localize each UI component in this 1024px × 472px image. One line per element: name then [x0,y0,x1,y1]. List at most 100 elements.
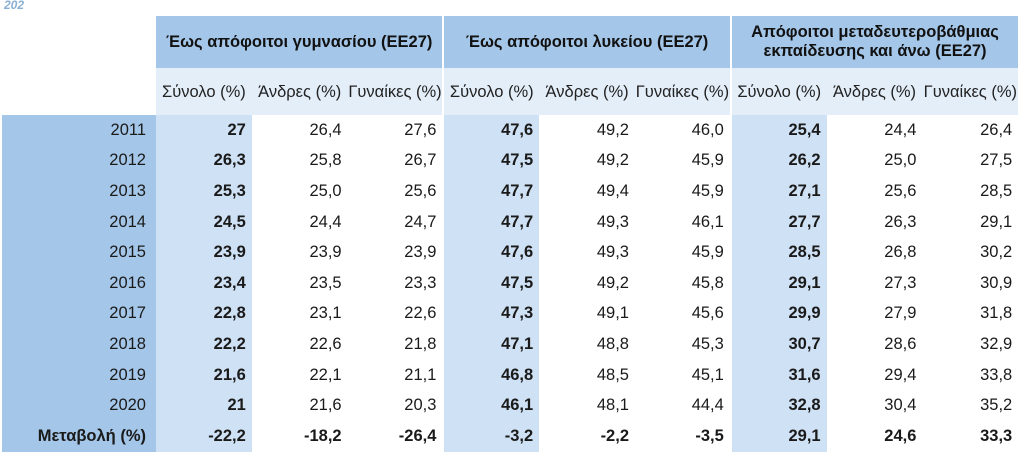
cell-value: 26,4 [922,115,1019,146]
caption-fragment: 202 [4,0,25,12]
cell-value: -3,5 [635,420,731,452]
sub-header-total: Σύνολο (%) [156,68,252,115]
cell-value: 27,9 [826,298,923,330]
row-label: 2020 [2,390,156,421]
row-label: 2016 [2,267,156,299]
cell-value: 25,8 [251,145,348,177]
group-header-row: Έως απόφοιτοι γυμνασίου (ΕΕ27) Έως απόφο… [2,16,1019,68]
cell-value: 23,9 [347,237,444,268]
table-row: 2016 23,4 23,5 23,3 47,5 49,2 45,8 29,1 27,3 30,9 [2,267,1019,299]
cell-value: 26,3 [156,145,252,177]
sub-header-women: Γυναίκες (%) [922,68,1019,115]
cell-value: 45,3 [635,329,731,360]
cell-value: 44,4 [635,390,731,421]
sub-header-women: Γυναίκες (%) [347,68,444,115]
cell-value: 47,5 [442,145,540,177]
group-header-lower-secondary: Έως απόφοιτοι γυμνασίου (ΕΕ27) [156,16,444,68]
cell-value: 30,9 [922,267,1019,299]
cell-value: 47,6 [442,237,540,268]
cell-value: 28,6 [826,329,923,360]
sub-header-total: Σύνολο (%) [729,68,827,115]
cell-value: 49,2 [539,267,635,299]
cell-value: 29,4 [826,359,923,391]
cell-value: 23,4 [156,267,252,299]
cell-value: 33,3 [922,420,1019,452]
cell-value: 20,3 [347,390,444,421]
cell-value: 25,3 [156,176,252,207]
cell-value: 31,8 [922,298,1019,330]
corner-cell [2,16,156,68]
cell-value: 32,9 [922,329,1019,360]
cell-value: 23,3 [347,267,444,299]
cell-value: 45,1 [635,359,731,391]
cell-value: 45,6 [635,298,731,330]
cell-value: 22,1 [251,359,348,391]
row-label: Μεταβολή (%) [2,420,156,452]
cell-value: 28,5 [729,237,827,268]
table-body: 2011 27 26,4 27,6 47,6 49,2 46,0 25,4 24,4 26,4 20… [2,115,1019,452]
cell-value: 32,8 [729,390,827,421]
cell-value: -18,2 [251,420,348,452]
cell-value: 25,4 [729,115,827,146]
cell-value: 46,0 [635,115,731,146]
cell-value: 45,9 [635,145,731,177]
sub-header-women: Γυναίκες (%) [635,68,731,115]
cell-value: 22,6 [347,298,444,330]
cell-value: 47,7 [442,206,540,238]
cell-value: 47,5 [442,267,540,299]
cell-value: 25,6 [826,176,923,207]
cell-value: 48,1 [539,390,635,421]
table-row: 2014 24,5 24,4 24,7 47,7 49,3 46,1 27,7 26,3 29,1 [2,206,1019,238]
row-label: 2014 [2,206,156,238]
cell-value: 26,2 [729,145,827,177]
cell-value: 30,2 [922,237,1019,268]
table-row: 2018 22,2 22,6 21,8 47,1 48,8 45,3 30,7 28,6 32,9 [2,329,1019,360]
cell-value: 21,1 [347,359,444,391]
cell-value: 29,1 [729,420,827,452]
cell-value: 27,5 [922,145,1019,177]
cell-value: 30,7 [729,329,827,360]
table-row: 2015 23,9 23,9 23,9 47,6 49,3 45,9 28,5 26,8 30,2 [2,237,1019,268]
cell-value: -3,2 [442,420,540,452]
cell-value: 22,2 [156,329,252,360]
table-row: 2017 22,8 23,1 22,6 47,3 49,1 45,6 29,9 27,9 31,8 [2,298,1019,330]
cell-value: 25,6 [347,176,444,207]
cell-value: 25,0 [826,145,923,177]
cell-value: 24,6 [826,420,923,452]
sub-header-men: Άνδρες (%) [826,68,923,115]
cell-value: 47,1 [442,329,540,360]
cell-value: -26,4 [347,420,444,452]
cell-value: 49,3 [539,237,635,268]
cell-value: 29,9 [729,298,827,330]
summary-row: Μεταβολή (%) -22,2 -18,2 -26,4 -3,2 -2,2… [2,420,1019,452]
cell-value: 24,5 [156,206,252,238]
cell-value: 27,3 [826,267,923,299]
cell-value: -22,2 [156,420,252,452]
cell-value: 22,8 [156,298,252,330]
cell-value: 21,8 [347,329,444,360]
cell-value: 27,7 [729,206,827,238]
cell-value: 24,4 [251,206,348,238]
cell-value: 49,1 [539,298,635,330]
cell-value: 47,7 [442,176,540,207]
cell-value: 23,5 [251,267,348,299]
sub-header-men: Άνδρες (%) [251,68,348,115]
cell-value: 49,2 [539,145,635,177]
sub-header-men: Άνδρες (%) [539,68,635,115]
cell-value: 27,6 [347,115,444,146]
cell-value: 45,9 [635,176,731,207]
table-row: 2013 25,3 25,0 25,6 47,7 49,4 45,9 27,1 25,6 28,5 [2,176,1019,207]
cell-value: 26,7 [347,145,444,177]
row-label: 2012 [2,145,156,177]
cell-value: 21,6 [156,359,252,391]
row-label: 2011 [2,115,156,146]
row-label: 2018 [2,329,156,360]
cell-value: 22,6 [251,329,348,360]
group-header-upper-secondary: Έως απόφοιτοι λυκείου (ΕΕ27) [442,16,731,68]
row-label: 2019 [2,359,156,391]
cell-value: 31,6 [729,359,827,391]
cell-value: 27 [156,115,252,146]
cell-value: 24,4 [826,115,923,146]
cell-value: -2,2 [539,420,635,452]
cell-value: 26,8 [826,237,923,268]
